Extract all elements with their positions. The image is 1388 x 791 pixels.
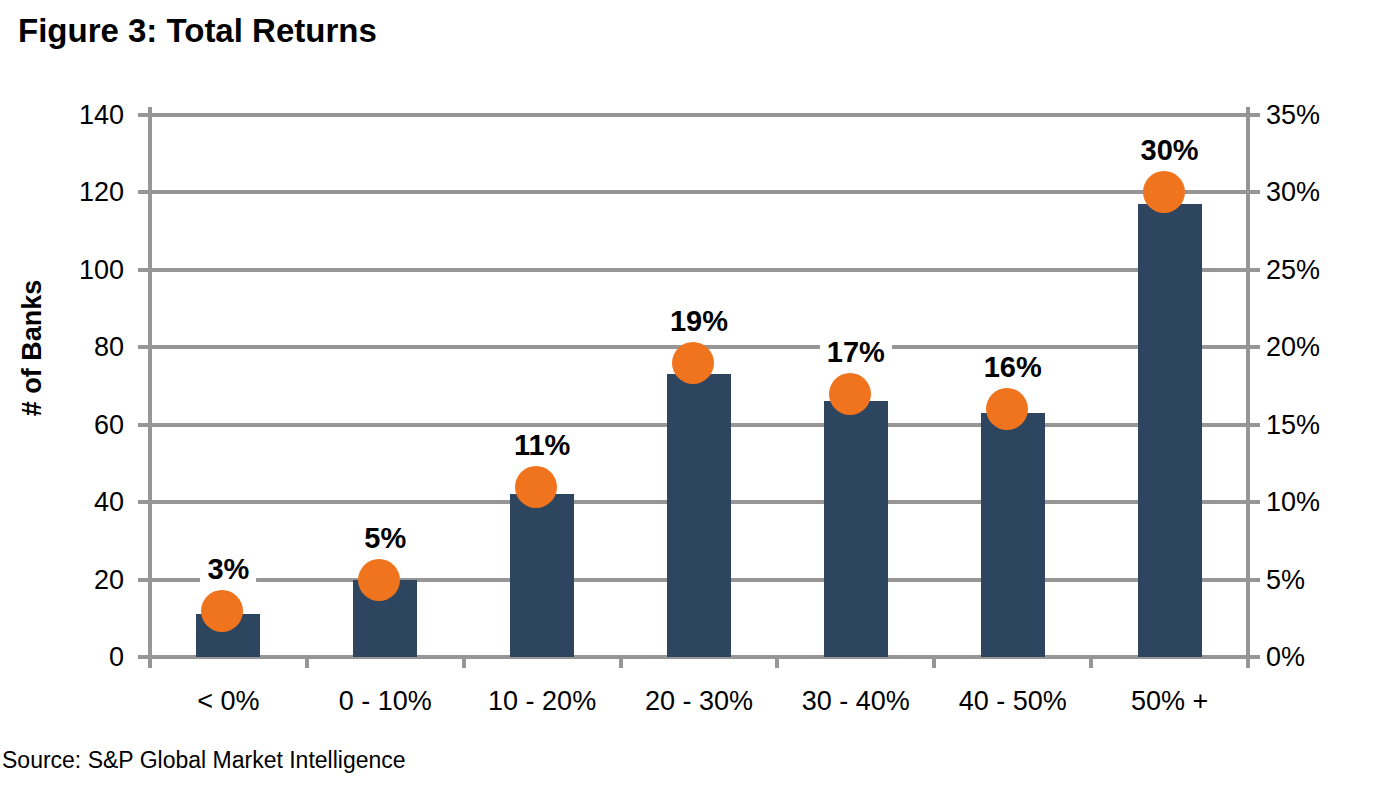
bar (981, 413, 1045, 657)
x-axis-tick (462, 657, 466, 668)
left-axis-tick-label: 0 (20, 641, 124, 673)
right-axis-tick-label: 35% (1266, 99, 1386, 131)
x-axis-tick (1246, 657, 1250, 668)
right-axis-tick (1248, 578, 1260, 582)
percent-dot (515, 466, 557, 508)
x-category-label: 30 - 40% (777, 685, 934, 717)
x-category-label: 50% + (1091, 685, 1248, 717)
x-category-label: < 0% (150, 685, 307, 717)
percent-dot (358, 559, 400, 601)
right-axis-tick (1248, 268, 1260, 272)
left-axis-tick-label: 100 (20, 254, 124, 286)
right-axis-tick-label: 30% (1266, 176, 1386, 208)
x-axis-tick (932, 657, 936, 668)
bar (1138, 204, 1202, 657)
right-axis-tick (1248, 423, 1260, 427)
left-axis-tick-label: 20 (20, 564, 124, 596)
x-category-label: 0 - 10% (307, 685, 464, 717)
left-axis-tick-label: 140 (20, 99, 124, 131)
bar (824, 401, 888, 657)
left-axis-tick (138, 578, 150, 582)
x-category-label: 20 - 30% (621, 685, 778, 717)
left-axis-tick (138, 268, 150, 272)
left-axis-tick (138, 113, 150, 117)
left-axis-tick (138, 190, 150, 194)
left-axis-tick (138, 345, 150, 349)
percent-label: 19% (663, 305, 735, 337)
percent-dot (672, 342, 714, 384)
right-axis-tick-label: 5% (1266, 564, 1386, 596)
left-axis-tick-label: 120 (20, 176, 124, 208)
right-axis-tick (1248, 345, 1260, 349)
percent-dot (829, 373, 871, 415)
x-axis-tick (775, 657, 779, 668)
right-axis-tick-label: 0% (1266, 641, 1386, 673)
gridline (150, 113, 1248, 117)
right-axis-tick (1248, 500, 1260, 504)
x-axis-tick (148, 657, 152, 668)
gridline (150, 268, 1248, 272)
right-axis-tick-label: 15% (1266, 409, 1386, 441)
percent-label: 5% (357, 522, 413, 554)
right-axis-tick-label: 10% (1266, 486, 1386, 518)
left-axis-tick-label: 40 (20, 486, 124, 518)
right-axis-tick (1248, 190, 1260, 194)
left-axis-tick-label: 80 (20, 331, 124, 363)
chart-figure: Figure 3: Total Returns # of Banks 14035… (0, 0, 1388, 791)
x-axis-tick (1089, 657, 1093, 668)
source-note: Source: S&P Global Market Intelligence (2, 747, 406, 774)
percent-label: 3% (200, 553, 256, 585)
x-category-label: 40 - 50% (934, 685, 1091, 717)
percent-dot (201, 590, 243, 632)
bar (510, 494, 574, 657)
left-axis-tick (138, 500, 150, 504)
left-axis-tick-label: 60 (20, 409, 124, 441)
plot-area: 140 35% 120 30% 100 25% 80 20% 60 15% 40 10% 20 5% 0 0%… (0, 0, 1388, 791)
percent-label: 11% (507, 429, 577, 461)
gridline (150, 190, 1248, 194)
percent-label: 30% (1134, 134, 1206, 166)
right-axis-tick-label: 25% (1266, 254, 1386, 286)
left-axis-tick (138, 423, 150, 427)
x-axis-tick (619, 657, 623, 668)
x-axis-tick (305, 657, 309, 668)
percent-dot (1143, 171, 1185, 213)
bar (667, 374, 731, 657)
right-axis-tick (1248, 113, 1260, 117)
right-axis-tick-label: 20% (1266, 331, 1386, 363)
percent-dot (986, 388, 1028, 430)
x-category-label: 10 - 20% (464, 685, 621, 717)
percent-label: 16% (977, 351, 1049, 383)
percent-label: 17% (820, 336, 892, 368)
